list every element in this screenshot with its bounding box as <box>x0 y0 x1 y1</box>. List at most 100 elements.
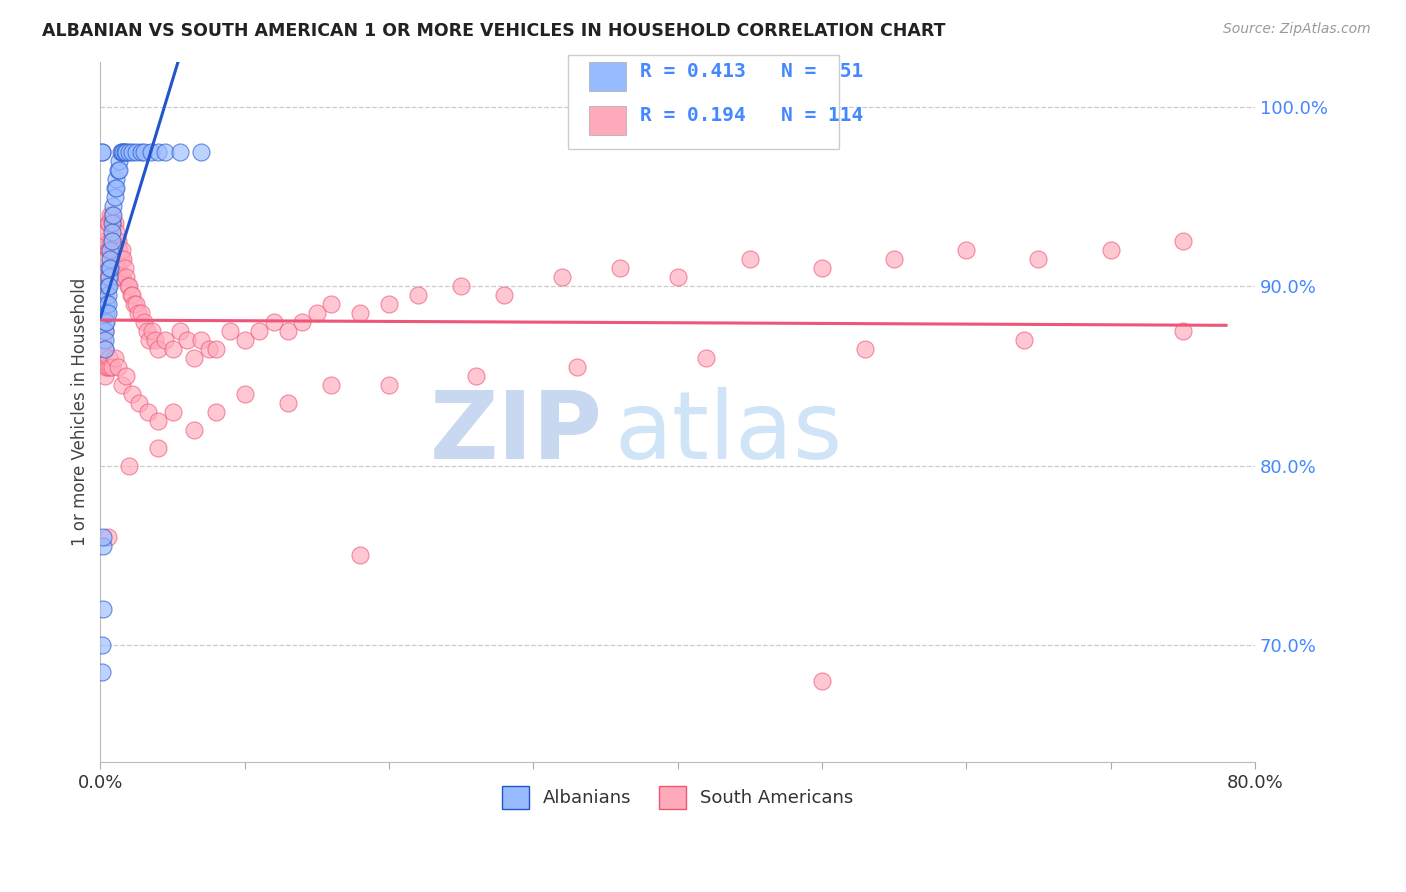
Point <box>305 306 328 320</box>
Point <box>91 279 114 293</box>
Point <box>146 342 169 356</box>
Point <box>115 369 138 384</box>
Point <box>204 405 226 419</box>
Point <box>100 207 122 221</box>
Point <box>111 270 134 285</box>
Point <box>115 145 138 159</box>
Point <box>104 217 127 231</box>
Point <box>121 387 143 401</box>
Point <box>111 244 134 258</box>
Point <box>121 145 143 159</box>
Text: R = 0.194   N = 114: R = 0.194 N = 114 <box>640 106 863 125</box>
Point <box>103 217 125 231</box>
Point <box>90 315 112 329</box>
Point <box>125 297 148 311</box>
Point <box>93 324 115 338</box>
Point <box>93 369 115 384</box>
Point <box>219 324 242 338</box>
Point <box>609 261 631 276</box>
Point <box>101 235 124 249</box>
Point <box>108 244 131 258</box>
Point <box>125 145 148 159</box>
Point <box>101 359 124 374</box>
Point <box>93 288 115 302</box>
Point <box>97 297 120 311</box>
Point <box>114 261 136 276</box>
Point <box>100 244 122 258</box>
Point <box>135 324 157 338</box>
Point <box>94 279 117 293</box>
Text: ZIP: ZIP <box>430 387 603 479</box>
Point <box>97 217 120 231</box>
Point <box>94 315 117 329</box>
Point <box>101 226 124 240</box>
Point <box>565 359 588 374</box>
Point <box>103 207 125 221</box>
Point <box>551 270 574 285</box>
Point <box>98 351 121 365</box>
Point <box>108 270 131 285</box>
Point <box>183 351 205 365</box>
Point <box>1099 244 1122 258</box>
Point <box>1012 333 1035 347</box>
Point <box>738 252 761 267</box>
Point <box>105 171 128 186</box>
Point <box>1171 235 1194 249</box>
Point <box>104 180 127 194</box>
Point <box>494 288 516 302</box>
Point <box>93 342 115 356</box>
Point <box>100 261 122 276</box>
Point <box>104 244 127 258</box>
Point <box>114 145 136 159</box>
Point <box>118 458 141 473</box>
Point <box>666 270 689 285</box>
Point <box>94 306 117 320</box>
Point <box>115 270 138 285</box>
Point <box>118 145 141 159</box>
Point <box>136 405 159 419</box>
Point <box>111 145 134 159</box>
Point <box>108 153 131 168</box>
Point <box>118 279 141 293</box>
Point <box>98 261 121 276</box>
Point <box>349 549 371 563</box>
Point <box>97 279 120 293</box>
Point <box>98 244 121 258</box>
Point <box>93 315 115 329</box>
Point <box>450 279 472 293</box>
Point <box>695 351 717 365</box>
Point <box>91 531 114 545</box>
Point <box>378 297 401 311</box>
Point <box>105 252 128 267</box>
Point <box>97 270 120 285</box>
Point <box>132 315 155 329</box>
Point <box>162 405 184 419</box>
Point <box>197 342 219 356</box>
Point <box>90 342 112 356</box>
Point <box>107 162 129 177</box>
Point <box>112 145 135 159</box>
Point <box>94 359 117 374</box>
Point <box>97 306 120 320</box>
Point <box>129 306 152 320</box>
Point <box>883 252 905 267</box>
Point <box>108 162 131 177</box>
Point <box>121 288 143 302</box>
Point <box>90 145 112 159</box>
Point <box>321 297 343 311</box>
Point <box>263 315 285 329</box>
FancyBboxPatch shape <box>589 62 626 91</box>
Point <box>1028 252 1050 267</box>
Legend: Albanians, South Americans: Albanians, South Americans <box>495 780 860 815</box>
Point <box>138 333 160 347</box>
Point <box>93 342 115 356</box>
Point <box>107 235 129 249</box>
Point <box>93 235 115 249</box>
Point <box>155 333 177 347</box>
Point <box>406 288 429 302</box>
Point <box>464 369 486 384</box>
Point <box>141 324 163 338</box>
Point <box>90 665 112 679</box>
Point <box>146 441 169 455</box>
Point <box>190 145 212 159</box>
